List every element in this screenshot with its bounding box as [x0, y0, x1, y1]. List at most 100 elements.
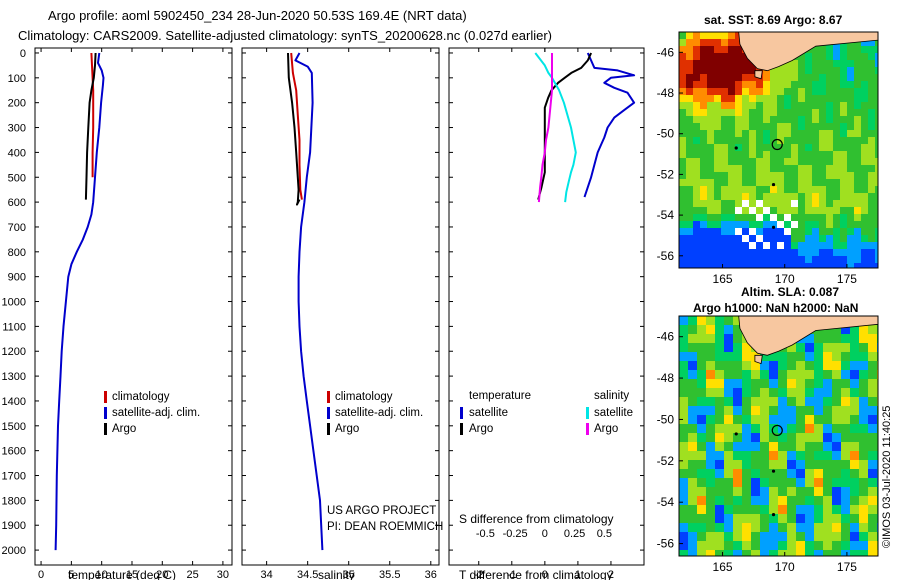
map-cell	[697, 370, 706, 379]
map-cell	[833, 172, 840, 179]
map-cell	[693, 186, 700, 193]
sla-map-subtitle: Argo h1000: NaN h2000: NaN	[693, 301, 858, 315]
map-cell	[742, 207, 749, 214]
map-cell	[777, 88, 784, 95]
map-cell	[756, 137, 763, 144]
y-tick-label: 700	[8, 222, 26, 234]
map-cell	[787, 388, 796, 397]
map-cell	[769, 460, 778, 469]
map-cell	[777, 249, 784, 256]
map-cell	[861, 67, 868, 74]
map-cell	[679, 523, 688, 532]
map-cell	[700, 81, 707, 88]
sst-map-frame	[678, 31, 879, 269]
map-cell	[819, 151, 826, 158]
map-cell	[868, 151, 875, 158]
map-cell	[756, 235, 763, 242]
map-cell	[850, 370, 859, 379]
map-cell	[850, 496, 859, 505]
map-cell	[714, 88, 721, 95]
map-cell	[715, 325, 724, 334]
map-cell	[735, 228, 742, 235]
map-cell	[798, 67, 805, 74]
map-cell	[735, 151, 742, 158]
map-cell	[826, 214, 833, 221]
map-cell	[798, 186, 805, 193]
map-cell	[854, 249, 861, 256]
map-cell	[756, 263, 763, 268]
map-cell	[875, 144, 878, 151]
map-cell	[805, 263, 812, 268]
map-cell	[847, 137, 854, 144]
map-cell	[841, 460, 850, 469]
small-island	[734, 432, 738, 436]
map-cell	[763, 81, 770, 88]
map-cell	[819, 144, 826, 151]
map-cell	[742, 415, 751, 424]
map-cell	[769, 352, 778, 361]
map-cell	[823, 523, 832, 532]
map-cell	[861, 207, 868, 214]
map-cell	[787, 451, 796, 460]
map-cell	[819, 179, 826, 186]
map-cell	[686, 130, 693, 137]
map-cell	[805, 334, 814, 343]
map-cell	[707, 95, 714, 102]
map-cell	[841, 406, 850, 415]
map-cell	[715, 415, 724, 424]
map-cell	[787, 361, 796, 370]
map-cell	[724, 433, 733, 442]
map-cell	[868, 343, 877, 352]
map-cell	[728, 228, 735, 235]
map-cell	[742, 130, 749, 137]
map-cell	[778, 388, 787, 397]
map-cell	[697, 433, 706, 442]
map-cell	[679, 249, 686, 256]
map-cell	[688, 397, 697, 406]
map-cell	[742, 451, 751, 460]
map-cell	[854, 207, 861, 214]
map-cell	[769, 478, 778, 487]
map-cell	[735, 116, 742, 123]
map-cell	[751, 505, 760, 514]
map-cell	[826, 186, 833, 193]
map-cell	[814, 397, 823, 406]
map-cell	[715, 469, 724, 478]
map-cell	[798, 95, 805, 102]
map-cell	[679, 541, 688, 550]
map-cell	[777, 207, 784, 214]
map-x-tick-label: 165	[713, 272, 733, 286]
map-cell	[850, 325, 859, 334]
map-cell	[714, 67, 721, 74]
map-cell	[770, 165, 777, 172]
map-cell	[859, 451, 868, 460]
map-cell	[688, 496, 697, 505]
map-cell	[832, 352, 841, 361]
map-cell	[861, 193, 868, 200]
map-cell	[861, 249, 868, 256]
map-cell	[812, 60, 819, 67]
map-cell	[805, 116, 812, 123]
map-cell	[833, 46, 840, 53]
map-cell	[854, 46, 861, 53]
x-tick-label: -2	[474, 569, 484, 580]
map-cell	[796, 487, 805, 496]
map-cell	[686, 207, 693, 214]
map-cell	[814, 523, 823, 532]
map-cell	[770, 74, 777, 81]
map-cell	[854, 193, 861, 200]
map-cell	[791, 172, 798, 179]
map-cell	[742, 469, 751, 478]
map-cell	[735, 81, 742, 88]
x-tick-label: 2	[608, 569, 614, 580]
map-cell	[742, 88, 749, 95]
map-cell	[805, 151, 812, 158]
map-cell	[859, 469, 868, 478]
small-island	[771, 182, 776, 187]
map-cell	[686, 74, 693, 81]
map-cell	[823, 352, 832, 361]
map-cell	[749, 172, 756, 179]
map-cell	[854, 179, 861, 186]
map-cell	[819, 137, 826, 144]
map-cell	[847, 88, 854, 95]
